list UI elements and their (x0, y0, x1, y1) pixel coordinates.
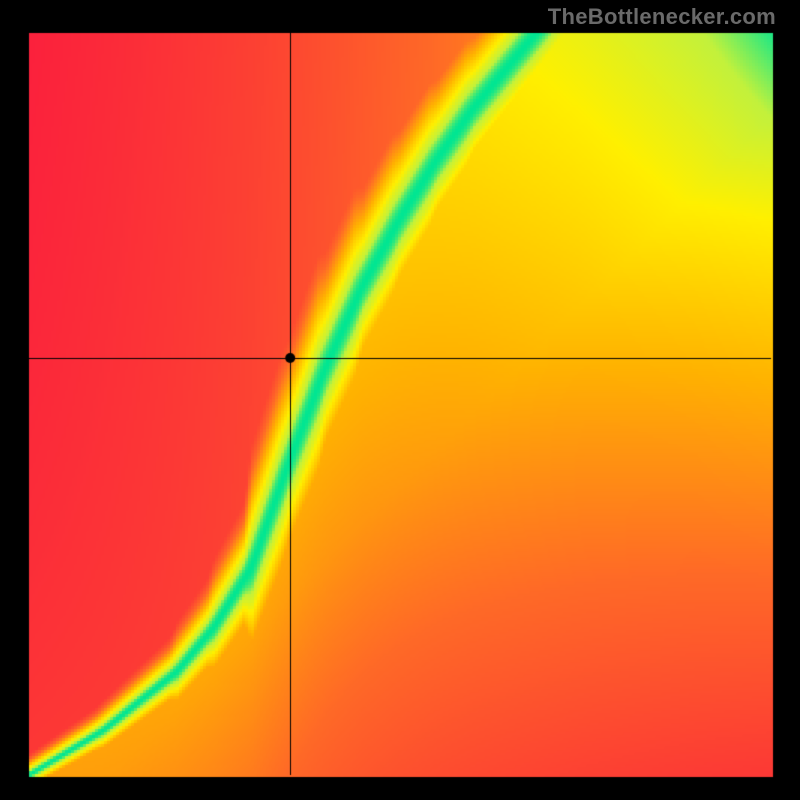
bottleneck-heatmap (0, 0, 800, 800)
watermark-text: TheBottlenecker.com (548, 4, 776, 30)
